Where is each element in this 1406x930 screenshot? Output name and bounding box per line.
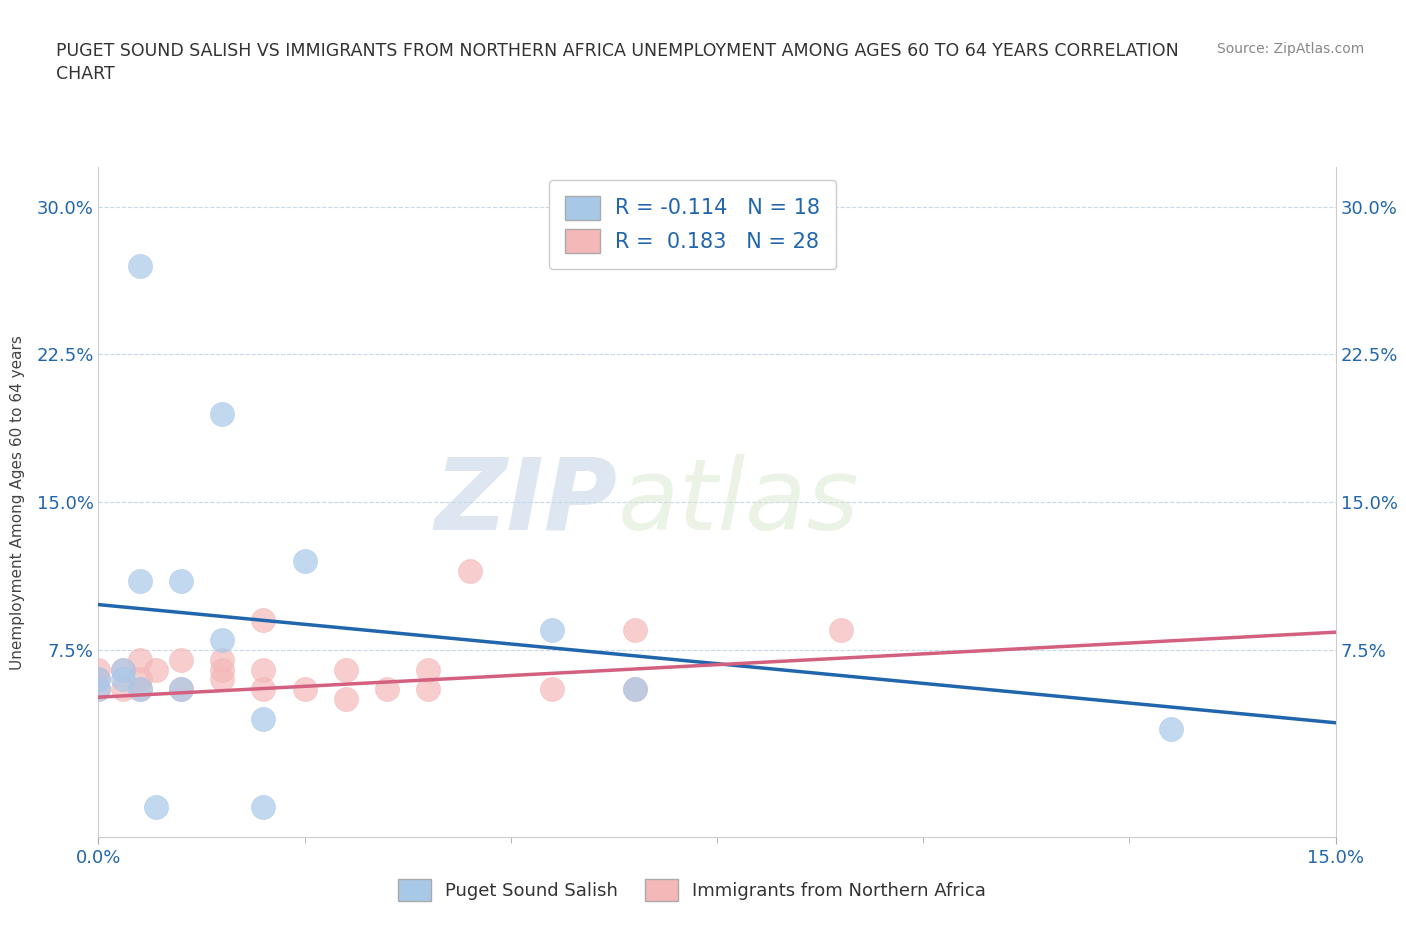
Text: CHART: CHART: [56, 65, 115, 83]
Point: [128, 682, 150, 697]
Point: [128, 652, 150, 667]
Point: [335, 662, 357, 677]
Point: [623, 682, 645, 697]
Point: [418, 682, 440, 697]
Point: [128, 682, 150, 697]
Point: [128, 672, 150, 687]
Point: [294, 682, 316, 697]
Text: Source: ZipAtlas.com: Source: ZipAtlas.com: [1216, 42, 1364, 56]
Point: [112, 682, 135, 697]
Point: [375, 682, 398, 697]
Point: [623, 623, 645, 638]
Point: [128, 259, 150, 273]
Point: [541, 682, 564, 697]
Point: [252, 682, 274, 697]
Text: PUGET SOUND SALISH VS IMMIGRANTS FROM NORTHERN AFRICA UNEMPLOYMENT AMONG AGES 60: PUGET SOUND SALISH VS IMMIGRANTS FROM NO…: [56, 42, 1180, 60]
Point: [170, 682, 193, 697]
Y-axis label: Unemployment Among Ages 60 to 64 years: Unemployment Among Ages 60 to 64 years: [10, 335, 25, 670]
Point: [458, 564, 481, 578]
Point: [1160, 722, 1182, 737]
Text: atlas: atlas: [619, 454, 859, 551]
Point: [112, 672, 135, 687]
Point: [211, 672, 233, 687]
Point: [211, 632, 233, 647]
Point: [830, 623, 852, 638]
Point: [87, 682, 110, 697]
Point: [623, 682, 645, 697]
Point: [252, 800, 274, 815]
Point: [170, 652, 193, 667]
Text: ZIP: ZIP: [434, 454, 619, 551]
Point: [252, 613, 274, 628]
Point: [211, 406, 233, 421]
Point: [418, 662, 440, 677]
Point: [170, 682, 193, 697]
Point: [335, 692, 357, 707]
Point: [252, 711, 274, 726]
Point: [112, 662, 135, 677]
Point: [87, 682, 110, 697]
Point: [145, 662, 167, 677]
Point: [112, 662, 135, 677]
Legend: Puget Sound Salish, Immigrants from Northern Africa: Puget Sound Salish, Immigrants from Nort…: [391, 871, 994, 909]
Point: [211, 662, 233, 677]
Point: [128, 574, 150, 589]
Point: [87, 662, 110, 677]
Point: [170, 574, 193, 589]
Point: [145, 800, 167, 815]
Point: [211, 652, 233, 667]
Point: [252, 662, 274, 677]
Point: [87, 672, 110, 687]
Point: [294, 554, 316, 569]
Point: [541, 623, 564, 638]
Point: [87, 672, 110, 687]
